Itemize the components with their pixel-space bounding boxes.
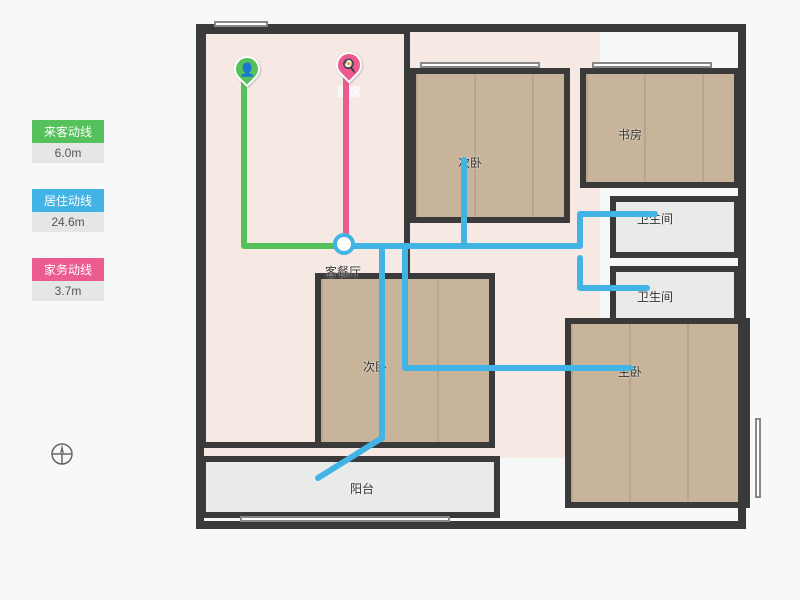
legend-value: 3.7m	[32, 281, 104, 301]
window	[592, 62, 712, 68]
room-label: 卫生间	[637, 288, 673, 305]
legend-title: 来客动线	[32, 120, 104, 143]
canvas: 来客动线 6.0m 居住动线 24.6m 家务动线 3.7m 厨房次卧 书房卫生间…	[0, 0, 800, 600]
legend-item-live: 居住动线 24.6m	[32, 189, 104, 232]
room-卫生间	[610, 196, 740, 258]
window	[214, 21, 268, 27]
room-label: 卫生间	[637, 210, 673, 227]
compass-icon	[48, 440, 76, 468]
room-label: 主卧	[618, 363, 642, 380]
legend: 来客动线 6.0m 居住动线 24.6m 家务动线 3.7m	[32, 120, 104, 327]
room-label: 客餐厅	[325, 263, 361, 280]
window	[755, 418, 761, 498]
room-主卧	[565, 318, 750, 508]
floorplan: 厨房次卧书房卫生间卫生间客餐厅次卧主卧阳台👤🍳	[200, 18, 770, 573]
room-label: 次卧	[363, 358, 387, 375]
room-label: 阳台	[350, 480, 374, 497]
room-label: 厨房	[337, 83, 361, 100]
legend-item-chore: 家务动线 3.7m	[32, 258, 104, 301]
legend-title: 家务动线	[32, 258, 104, 281]
window	[420, 62, 540, 68]
room-次卧	[315, 273, 495, 448]
legend-item-guest: 来客动线 6.0m	[32, 120, 104, 163]
legend-value: 24.6m	[32, 212, 104, 232]
room-label: 书房	[618, 126, 642, 143]
window	[240, 516, 450, 522]
room-次卧	[410, 68, 570, 223]
legend-value: 6.0m	[32, 143, 104, 163]
legend-title: 居住动线	[32, 189, 104, 212]
room-label: 次卧	[458, 154, 482, 171]
route-hub-node	[333, 233, 355, 255]
room-书房	[580, 68, 740, 188]
